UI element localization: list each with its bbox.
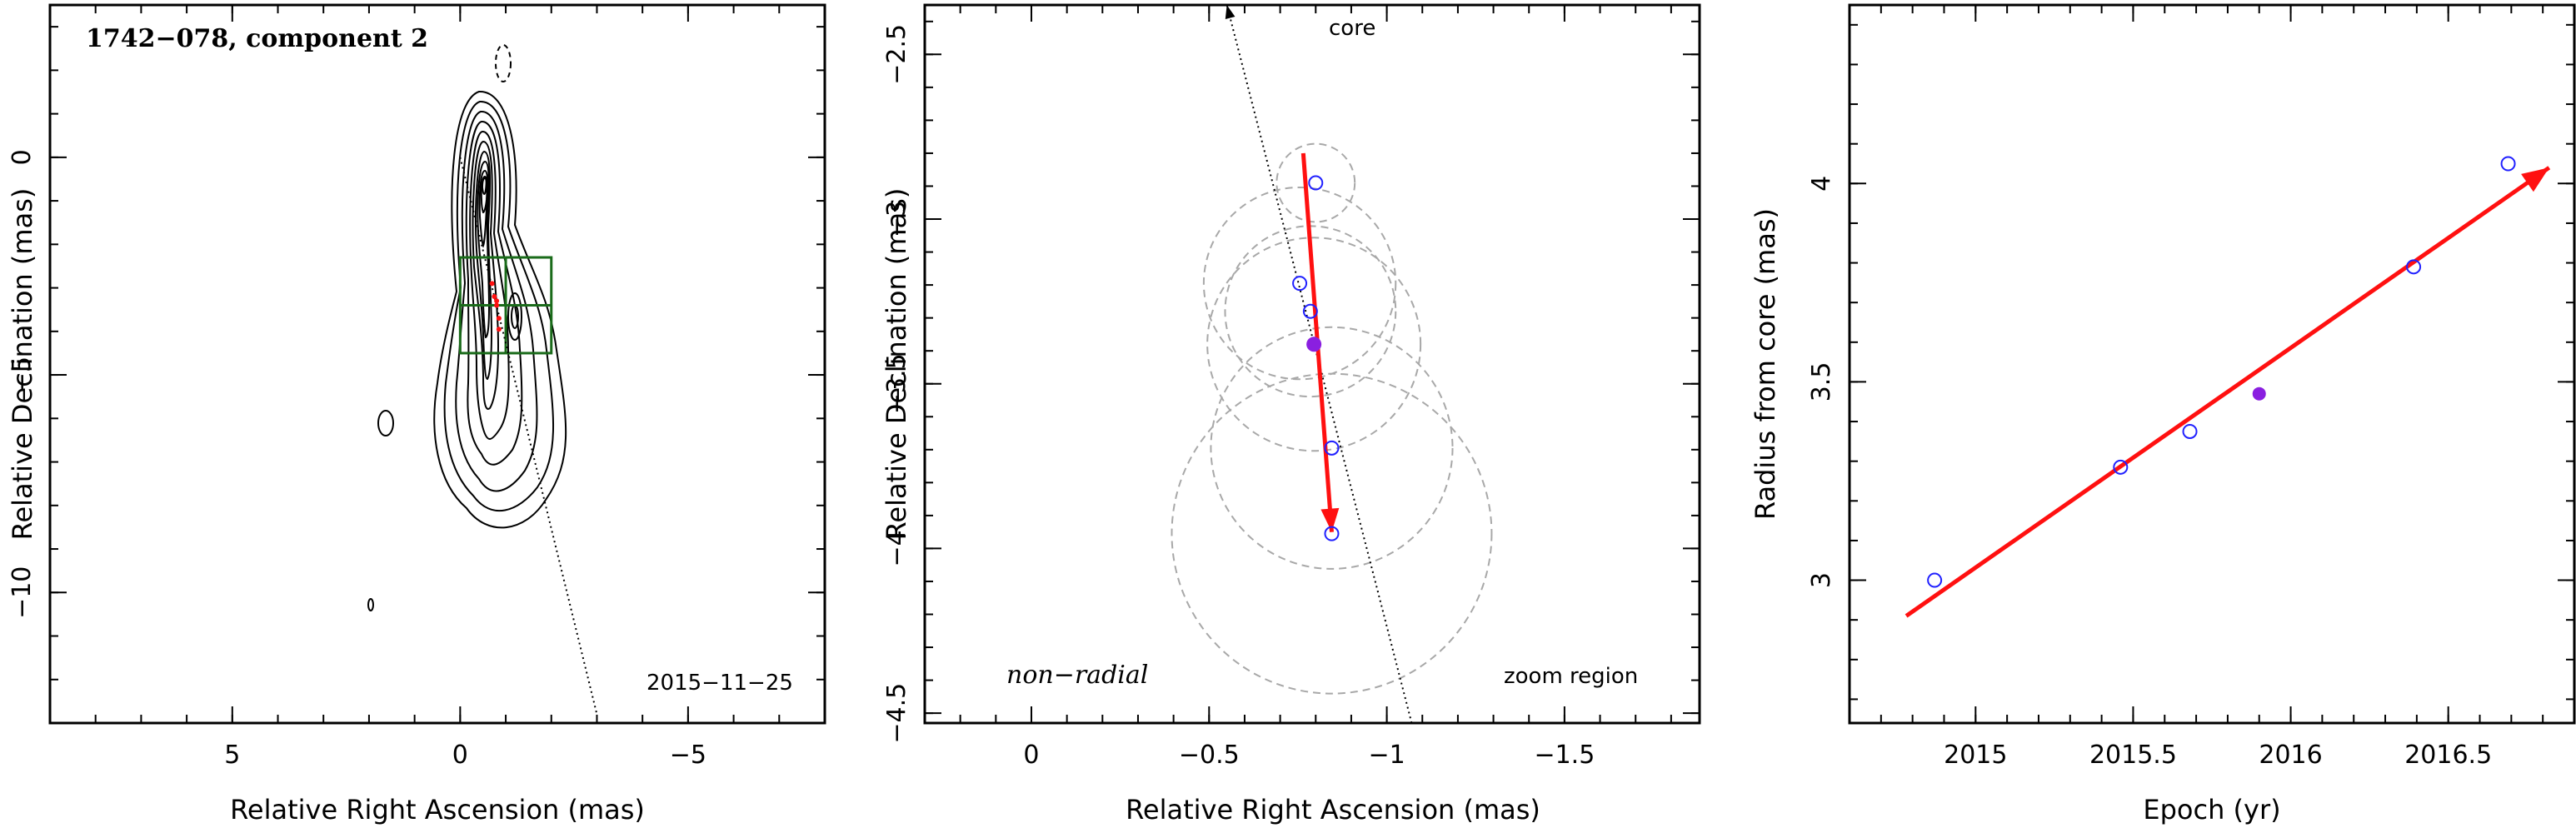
fit-arrowhead xyxy=(2521,167,2549,192)
panel2-x-axis-label: Relative Right Ascension (mas) xyxy=(1126,794,1540,826)
x-tick-label: −5 xyxy=(670,741,706,770)
panel2-y-axis-label: Relative Declination (mas) xyxy=(881,188,912,541)
plot-frame xyxy=(923,3,1701,725)
open-point xyxy=(1308,175,1324,191)
panel2-y-ticks: −2.5 −3 −3.5 −4 −4.5 xyxy=(882,20,1700,744)
panel3-x-ticks: 2015 2015.5 2016 2016.5 xyxy=(1849,5,2575,770)
y-tick-label: −10 xyxy=(7,566,37,619)
contour-map xyxy=(367,44,567,611)
x-tick-label: 2015.5 xyxy=(2089,741,2177,770)
open-point xyxy=(2406,259,2422,275)
component-size-circle xyxy=(1210,326,1454,570)
panel3-x-axis-label: Epoch (yr) xyxy=(2143,794,2280,826)
x-tick-label: −1.5 xyxy=(1534,741,1595,770)
zoom-region-label: zoom region xyxy=(1504,664,1638,689)
y-tick-label: −3 xyxy=(882,201,911,237)
core-arrowhead xyxy=(1225,5,1236,19)
x-tick-label: 2016.5 xyxy=(2404,741,2492,770)
component-point xyxy=(496,327,502,332)
panel2-x-ticks: 0 −0.5 −1 −1.5 xyxy=(924,5,1672,770)
x-tick-label: 0 xyxy=(452,741,468,770)
panel1-date-label: 2015−11−25 xyxy=(646,671,793,696)
open-point xyxy=(1324,440,1340,456)
y-tick-label: 3.5 xyxy=(1807,362,1836,402)
plot-frame xyxy=(48,3,826,725)
open-point xyxy=(1302,303,1318,319)
y-tick-label: −4.5 xyxy=(882,683,911,744)
open-point xyxy=(1292,276,1308,292)
motion-vector-arrowhead xyxy=(1320,507,1340,532)
plot-frame xyxy=(1848,3,2576,725)
panel1-y-axis-label: Relative Declination (mas) xyxy=(7,188,38,541)
component-point xyxy=(494,298,500,304)
component-point xyxy=(489,281,495,287)
open-point xyxy=(2113,459,2129,475)
component-point xyxy=(496,316,502,322)
fit-line xyxy=(1905,166,2551,618)
x-tick-label: 2015 xyxy=(1944,741,2007,770)
panel3-data-marks xyxy=(1905,156,2551,618)
component-size-circle xyxy=(1276,142,1356,223)
open-point xyxy=(2182,423,2198,439)
x-tick-label: 5 xyxy=(224,741,240,770)
y-tick-label: 4 xyxy=(1807,176,1836,192)
panel-radius-vs-epoch: 2015 2015.5 2016 2016.5 33.54 Epoch (yr) Ra… xyxy=(1750,3,2576,826)
open-point xyxy=(2500,156,2516,172)
panel1-title: 1742−078, component 2 xyxy=(86,24,428,53)
panel1-y-ticks: 0 −5 −10 xyxy=(7,26,825,724)
panel1-data-marks xyxy=(489,281,502,332)
panel1-x-ticks: 5 0 −5 xyxy=(49,5,826,770)
panel-zoom-region: 0 −0.5 −1 −1.5 −2.5 −3 −3.5 −4 −4.5 core non−ra… xyxy=(881,3,1701,826)
core-direction-line xyxy=(459,157,598,715)
panel3-y-ticks: 33.54 xyxy=(1807,23,2574,701)
component-point xyxy=(494,302,500,308)
y-tick-label: −3.5 xyxy=(882,353,911,414)
open-point xyxy=(1927,572,1943,588)
y-tick-label: −2.5 xyxy=(882,24,911,85)
component-size-circle xyxy=(1206,237,1422,452)
panel3-y-axis-label: Radius from core (mas) xyxy=(1750,208,1781,520)
filled-point xyxy=(1306,337,1322,352)
panel-contour-map: 5 0 −5 0 −5 −10 1742−078, component 2 2015−1… xyxy=(7,3,826,826)
x-tick-label: −1 xyxy=(1368,741,1405,770)
panel2-static-overlays xyxy=(1171,4,1493,724)
filled-point xyxy=(2252,387,2266,401)
y-tick-label: 0 xyxy=(7,149,37,165)
x-tick-label: −0.5 xyxy=(1179,741,1240,770)
y-tick-label: −5 xyxy=(7,357,37,393)
y-tick-label: −4 xyxy=(882,530,911,566)
y-tick-label: 3 xyxy=(1807,572,1836,588)
non-radial-label: non−radial xyxy=(1006,661,1148,690)
panel1-x-axis-label: Relative Right Ascension (mas) xyxy=(230,794,645,826)
component-size-circle xyxy=(1171,372,1493,695)
panel2-data-marks xyxy=(1292,152,1340,541)
panel1-static-overlays xyxy=(458,157,598,715)
x-tick-label: 2016 xyxy=(2259,741,2322,770)
open-point xyxy=(1324,526,1340,541)
x-tick-label: 0 xyxy=(1023,741,1039,770)
component-size-circle xyxy=(1202,186,1397,381)
component-point xyxy=(492,294,497,300)
core-label: core xyxy=(1329,16,1375,41)
